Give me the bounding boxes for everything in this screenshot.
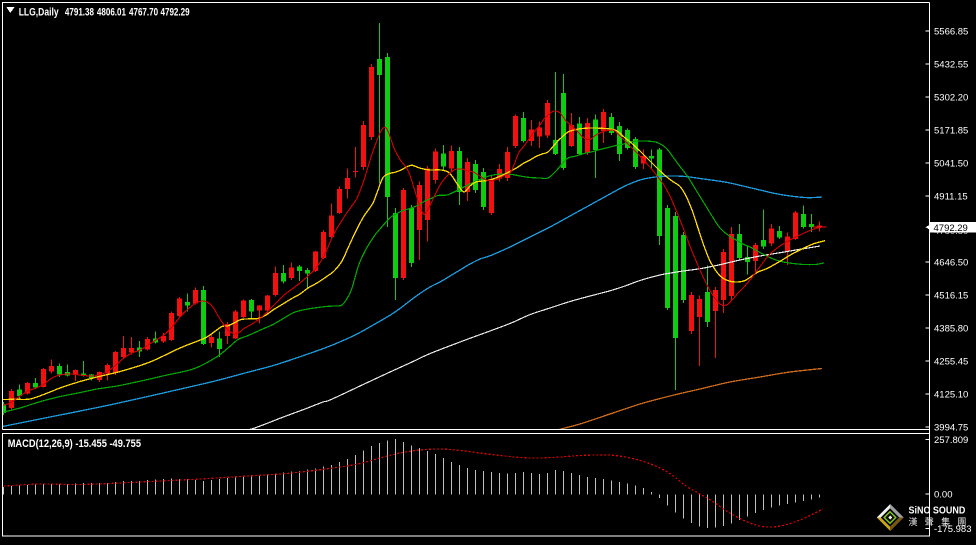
svg-text:4385.80: 4385.80: [934, 324, 968, 335]
svg-text:4516.15: 4516.15: [934, 291, 968, 302]
svg-text:4767.70: 4767.70: [129, 6, 158, 18]
svg-text:257.809: 257.809: [934, 435, 968, 446]
svg-text:4911.15: 4911.15: [934, 192, 968, 203]
svg-text:4791.38: 4791.38: [65, 6, 94, 18]
svg-text:MACD(12,26,9) -15.455 -49.755: MACD(12,26,9) -15.455 -49.755: [8, 438, 141, 450]
svg-text:5041.50: 5041.50: [934, 159, 968, 170]
svg-text:SiNO SOUND: SiNO SOUND: [909, 505, 966, 516]
svg-text:漢聲集團: 漢聲集團: [909, 516, 974, 527]
svg-text:5171.85: 5171.85: [934, 126, 968, 137]
svg-text:4125.10: 4125.10: [934, 390, 968, 401]
svg-text:3994.75: 3994.75: [934, 423, 968, 434]
svg-text:4806.01: 4806.01: [97, 6, 126, 18]
svg-text:4792.29: 4792.29: [934, 223, 968, 234]
svg-text:5566.85: 5566.85: [934, 27, 968, 38]
svg-text:4646.50: 4646.50: [934, 258, 968, 269]
svg-text:4792.29: 4792.29: [161, 6, 190, 18]
svg-text:4255.45: 4255.45: [934, 357, 968, 368]
svg-text:-175.983: -175.983: [934, 524, 972, 535]
svg-text:0.00: 0.00: [934, 490, 953, 501]
svg-text:5432.55: 5432.55: [934, 60, 968, 71]
svg-text:LLG,Daily: LLG,Daily: [19, 6, 60, 18]
svg-text:5302.20: 5302.20: [934, 93, 968, 104]
